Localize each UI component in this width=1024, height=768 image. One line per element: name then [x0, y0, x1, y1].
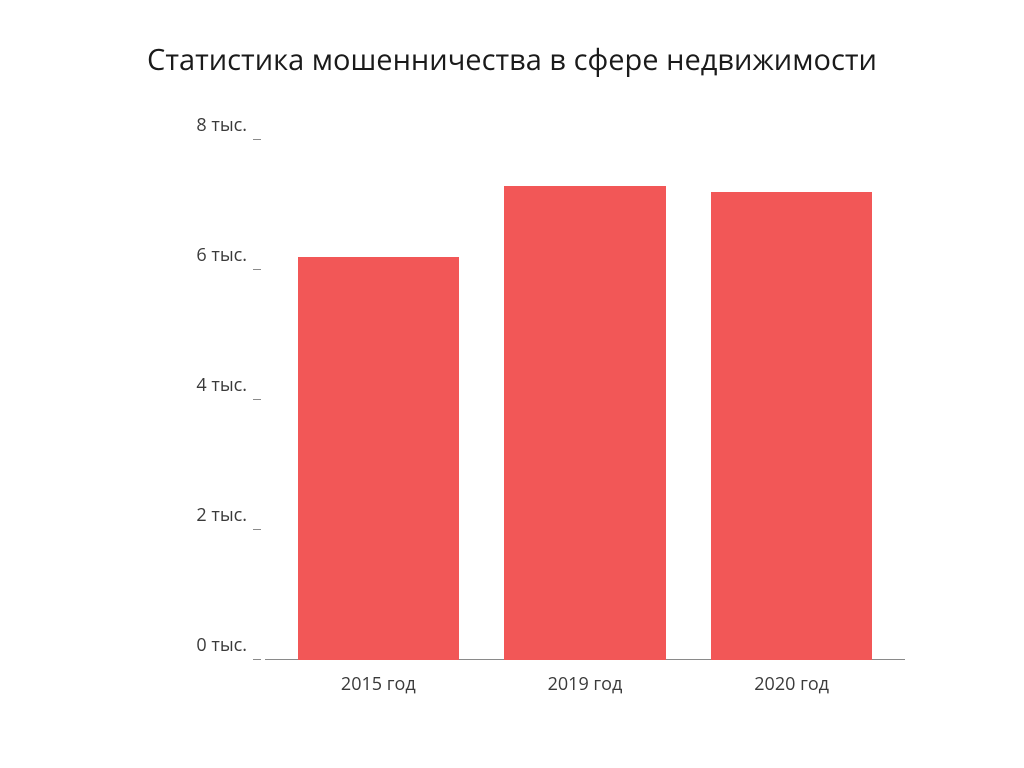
bars-group: 2015 год 2019 год 2020 год: [265, 140, 905, 660]
y-tick-mark-3: [253, 269, 261, 270]
chart-container: Статистика мошенничества в сфере недвижи…: [0, 0, 1024, 768]
bar-slot-2: 2020 год: [688, 140, 895, 660]
bar-1: [504, 186, 665, 661]
bar-2: [711, 192, 872, 660]
y-tick-label-2: 4 тыс.: [196, 373, 247, 397]
x-label-1: 2019 год: [548, 672, 623, 696]
y-tick-mark-4: [253, 139, 261, 140]
chart-title: Статистика мошенничества в сфере недвижи…: [0, 40, 1024, 79]
plot-area: 0 тыс. 2 тыс. 4 тыс. 6 тыс. 8 тыс. 2015 …: [265, 140, 905, 660]
y-tick-mark-2: [253, 399, 261, 400]
x-label-2: 2020 год: [754, 672, 829, 696]
bar-slot-0: 2015 год: [275, 140, 482, 660]
y-tick-label-1: 2 тыс.: [196, 503, 247, 527]
y-tick-label-0: 0 тыс.: [196, 633, 247, 657]
x-label-0: 2015 год: [341, 672, 416, 696]
y-tick-mark-1: [253, 529, 261, 530]
y-tick-mark-0: [253, 659, 261, 660]
bar-0: [298, 257, 459, 660]
bar-slot-1: 2019 год: [482, 140, 689, 660]
y-tick-label-3: 6 тыс.: [196, 243, 247, 267]
y-tick-label-4: 8 тыс.: [196, 113, 247, 137]
